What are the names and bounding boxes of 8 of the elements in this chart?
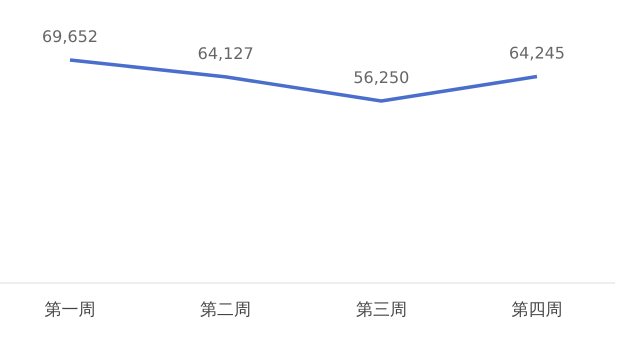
data-label: 64,245 (509, 44, 565, 63)
data-label: 56,250 (353, 68, 410, 87)
x-tick-label: 第三周 (356, 300, 407, 320)
data-label: 69,652 (42, 27, 98, 46)
x-tick-label: 第一周 (44, 300, 96, 320)
x-tick-label: 第二周 (200, 300, 252, 320)
x-tick-label: 第四周 (512, 300, 562, 320)
data-label: 64,127 (198, 44, 254, 63)
